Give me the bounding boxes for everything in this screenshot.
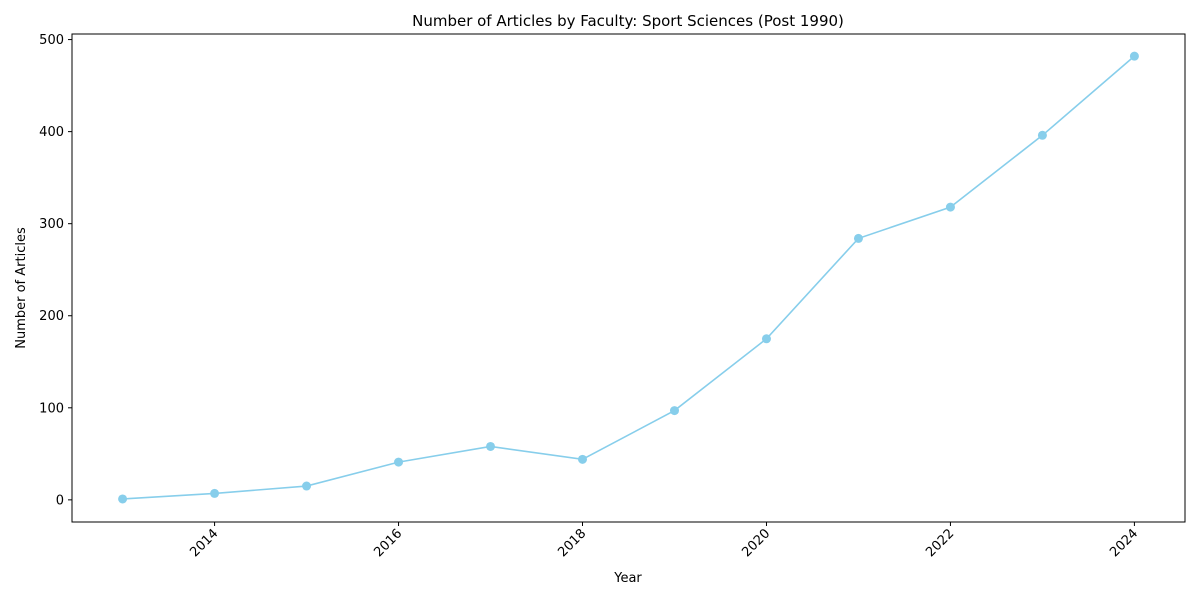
x-axis-label: Year [613, 571, 642, 586]
chart-title: Number of Articles by Faculty: Sport Sci… [412, 12, 844, 30]
y-tick-label: 0 [56, 493, 64, 508]
x-tick-label: 2014 [187, 526, 221, 560]
data-point [945, 202, 955, 212]
x-tick-label: 2016 [371, 526, 405, 560]
data-point [853, 233, 863, 243]
y-tick-label: 500 [39, 33, 64, 48]
x-tick-label: 2018 [555, 526, 589, 560]
y-tick-label: 100 [39, 401, 64, 416]
data-point [302, 481, 312, 491]
data-point [578, 454, 588, 464]
plot-frame [71, 33, 1186, 523]
data-point [486, 441, 496, 451]
x-tick-label: 2022 [923, 526, 957, 560]
data-point [210, 488, 220, 498]
y-tick-label: 300 [39, 217, 64, 232]
data-point [118, 494, 128, 504]
series-markers [118, 51, 1139, 504]
data-point [669, 406, 679, 416]
x-tick-label: 2020 [739, 526, 773, 560]
data-point [761, 334, 771, 344]
data-point [394, 457, 404, 467]
x-tick-label: 2024 [1107, 526, 1141, 560]
y-axis-ticks: 0 100 200 300 400 500 [39, 33, 72, 508]
y-tick-label: 200 [39, 309, 64, 324]
y-tick-label: 400 [39, 125, 64, 140]
x-axis-ticks: 2014 2016 2018 2020 2022 2024 [187, 522, 1141, 560]
data-point [1037, 130, 1047, 140]
y-axis-label: Number of Articles [14, 227, 29, 349]
data-point [1129, 51, 1139, 61]
series-line [122, 55, 1135, 500]
